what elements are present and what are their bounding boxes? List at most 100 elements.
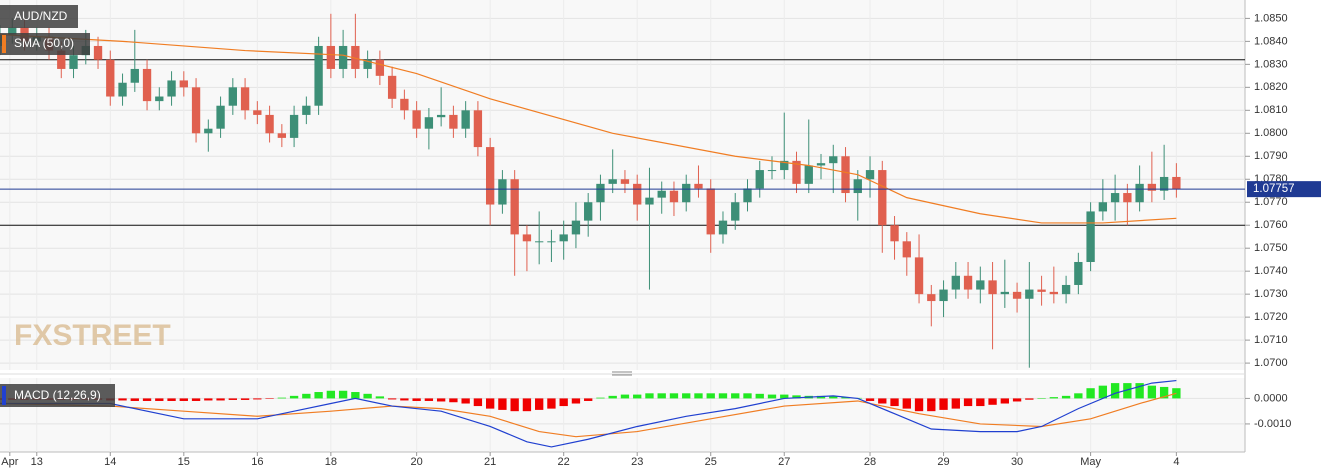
macd-bar [841, 397, 850, 399]
watermark: FXSTREET [14, 319, 171, 352]
macd-bar [914, 398, 924, 412]
macd-bar [829, 396, 838, 399]
macd-bar [1049, 397, 1059, 399]
candle-body [963, 275, 973, 290]
macd-bar [277, 397, 287, 399]
y-tick-label: 1.0850 [1254, 12, 1288, 24]
macd-bar [976, 398, 985, 407]
candle-body [1074, 261, 1083, 285]
x-tick-label: 27 [778, 456, 790, 468]
macd-bar [767, 394, 777, 399]
candle-body [731, 202, 740, 221]
candle-body [204, 128, 213, 134]
legend-swatch [2, 35, 6, 53]
x-tick-label: 25 [705, 456, 717, 468]
macd-bar [694, 393, 703, 399]
macd-bar [1086, 388, 1095, 399]
macd-bar [1110, 383, 1120, 399]
y-tick-label: 1.0840 [1254, 35, 1288, 47]
macd-bar [191, 398, 201, 401]
candle-body [57, 50, 66, 69]
candle-body [155, 96, 164, 102]
candle-body [142, 68, 152, 102]
macd-bar [559, 398, 568, 407]
x-tick-label: May [1080, 456, 1101, 468]
candle-body [191, 87, 201, 134]
x-tick-label: 29 [937, 456, 949, 468]
macd-bar [363, 393, 372, 399]
macd-bar [1159, 386, 1169, 399]
macd-bar [571, 398, 581, 404]
macd-bar [1061, 395, 1071, 399]
x-tick-label: 16 [251, 456, 263, 468]
candle-body [1110, 193, 1120, 203]
legend-label: MACD (12,26,9) [14, 388, 101, 402]
x-tick-label: 28 [864, 456, 876, 468]
candle-body [412, 110, 421, 129]
candle-body [669, 190, 679, 203]
candle-body [1098, 202, 1108, 212]
macd-bar [1012, 398, 1022, 402]
y-tick-label: 1.0770 [1254, 196, 1288, 208]
candle-body [302, 105, 311, 115]
candle-body [976, 280, 985, 290]
macd-bar [155, 398, 164, 401]
macd-bar [118, 398, 127, 401]
macd-bar [596, 397, 605, 399]
candle-body [816, 163, 826, 166]
chart-title: AUD/NZD [14, 9, 68, 23]
y-tick-label: -0.0010 [1254, 418, 1291, 430]
macd-bar [608, 395, 617, 399]
candle-body [780, 160, 789, 171]
legend-box [0, 384, 115, 407]
y-tick-label: 0.0000 [1254, 392, 1288, 404]
candle-body [633, 183, 642, 205]
candle-body [951, 275, 960, 290]
candle-body [1049, 291, 1059, 295]
candle-body [914, 257, 924, 295]
candle-body [694, 183, 703, 189]
macd-bar [240, 398, 250, 400]
candle-body [1135, 183, 1144, 203]
candle-body [522, 234, 532, 242]
x-tick-label: 21 [484, 456, 496, 468]
candle-body [865, 170, 875, 180]
candle-body [8, 27, 17, 35]
candle-body [559, 234, 568, 242]
marks: 1.07757 [0, 13, 1321, 448]
macd-bar [216, 398, 225, 401]
candle-body [375, 59, 385, 76]
candle-body [792, 160, 801, 184]
macd-bar [289, 395, 299, 399]
title-box [0, 5, 78, 28]
x-tick-label: 13 [31, 456, 43, 468]
macd-bar [939, 398, 948, 410]
y-tick-label: 1.0830 [1254, 58, 1288, 70]
candle-body [1000, 291, 1009, 295]
macd-bar [927, 398, 936, 412]
candle-body [547, 241, 556, 243]
legend-swatch [2, 386, 6, 405]
candle-body [314, 45, 323, 106]
macd-bar [1098, 385, 1108, 399]
macd-bar [865, 398, 875, 401]
y-tick-label: 1.0710 [1254, 334, 1288, 346]
x-tick-label: 4 [1173, 456, 1179, 468]
candle-body [902, 241, 911, 258]
candle-body [596, 183, 605, 203]
candle-body [424, 117, 434, 129]
candle-body [890, 225, 899, 242]
candle-body [338, 45, 348, 69]
macd-bar [584, 398, 593, 401]
macd-line [0, 379, 1177, 448]
macd-bar [816, 395, 826, 399]
candle-body [228, 87, 237, 106]
candle-body [535, 241, 544, 243]
macd-bar [731, 393, 740, 399]
macd-bar [1147, 385, 1157, 399]
candle-body [682, 183, 691, 203]
macd-bar [498, 398, 507, 410]
candle-body [473, 110, 483, 148]
macd-bar [878, 398, 887, 404]
